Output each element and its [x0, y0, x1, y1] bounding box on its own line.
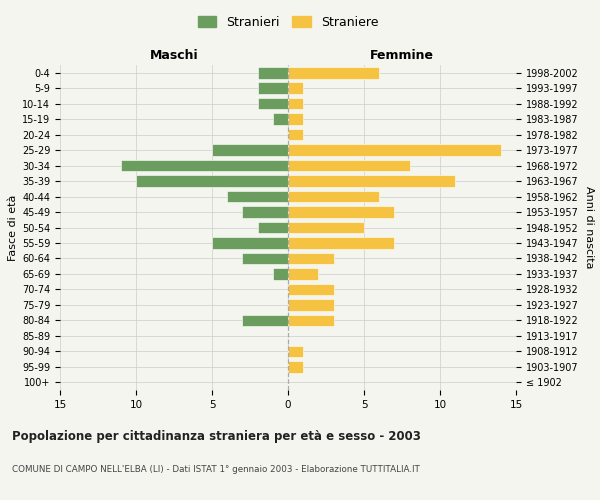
Bar: [242, 314, 288, 326]
Bar: [242, 206, 288, 218]
Bar: [288, 67, 379, 78]
Bar: [257, 98, 288, 110]
Bar: [288, 160, 410, 172]
Bar: [257, 222, 288, 234]
Bar: [257, 67, 288, 78]
Bar: [288, 346, 303, 357]
Bar: [288, 82, 303, 94]
Bar: [288, 144, 501, 156]
Bar: [288, 361, 303, 372]
Bar: [227, 190, 288, 202]
Bar: [121, 160, 288, 172]
Bar: [273, 268, 288, 280]
Bar: [257, 82, 288, 94]
Bar: [273, 114, 288, 125]
Y-axis label: Fasce di età: Fasce di età: [8, 194, 18, 260]
Bar: [212, 144, 288, 156]
Bar: [288, 129, 303, 140]
Bar: [136, 176, 288, 187]
Bar: [242, 252, 288, 264]
Text: Femmine: Femmine: [370, 49, 434, 62]
Bar: [288, 98, 303, 110]
Bar: [288, 284, 334, 295]
Bar: [288, 314, 334, 326]
Y-axis label: Anni di nascita: Anni di nascita: [584, 186, 594, 269]
Bar: [288, 206, 394, 218]
Legend: Stranieri, Straniere: Stranieri, Straniere: [194, 12, 382, 33]
Bar: [288, 252, 334, 264]
Bar: [212, 237, 288, 249]
Bar: [288, 176, 455, 187]
Text: Popolazione per cittadinanza straniera per età e sesso - 2003: Popolazione per cittadinanza straniera p…: [12, 430, 421, 443]
Bar: [288, 268, 319, 280]
Text: COMUNE DI CAMPO NELL'ELBA (LI) - Dati ISTAT 1° gennaio 2003 - Elaborazione TUTTI: COMUNE DI CAMPO NELL'ELBA (LI) - Dati IS…: [12, 465, 420, 474]
Bar: [288, 190, 379, 202]
Bar: [288, 222, 364, 234]
Bar: [288, 299, 334, 310]
Bar: [288, 114, 303, 125]
Text: Maschi: Maschi: [149, 49, 199, 62]
Bar: [288, 237, 394, 249]
